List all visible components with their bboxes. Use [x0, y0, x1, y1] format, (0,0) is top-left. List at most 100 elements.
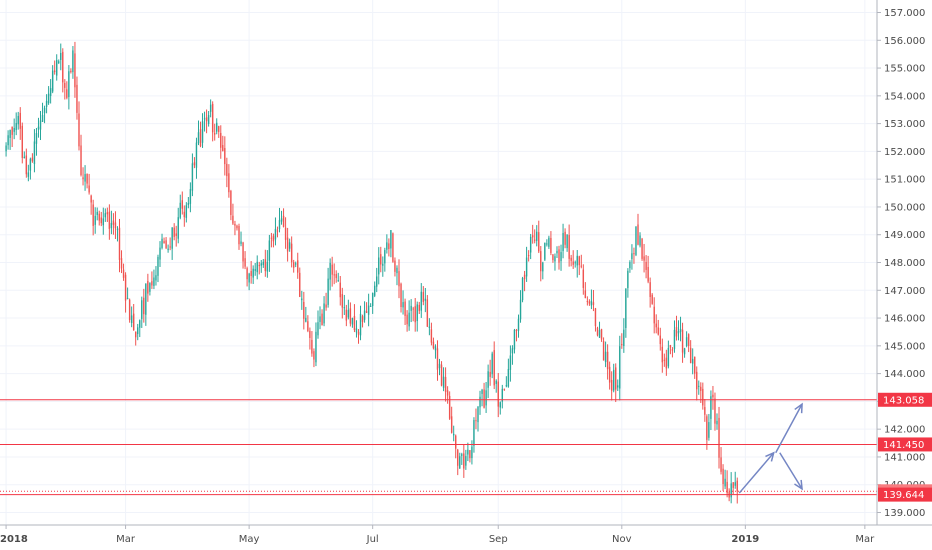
- candle-body: [35, 133, 38, 144]
- candle-body: [491, 353, 493, 375]
- candle-body: [242, 242, 244, 262]
- candle-body: [134, 331, 137, 338]
- candle-body: [76, 84, 78, 113]
- candle-body: [114, 222, 117, 229]
- candle-body: [651, 294, 653, 304]
- candle-body: [378, 257, 380, 275]
- candle-body: [621, 343, 623, 346]
- candle-body: [665, 357, 668, 369]
- y-tick-label: 156.000: [884, 36, 925, 47]
- candle-body: [124, 274, 127, 301]
- candle-body: [396, 267, 398, 274]
- candle-body: [400, 283, 402, 308]
- candle-body: [367, 305, 370, 315]
- candle-body: [698, 385, 700, 387]
- candle-body: [495, 380, 497, 384]
- candle-body: [60, 53, 62, 60]
- candle-body: [357, 331, 360, 335]
- candle-body: [408, 312, 410, 327]
- candle-body: [197, 132, 200, 144]
- candle-body: [343, 307, 346, 309]
- candle-body: [592, 302, 595, 305]
- arrow-head: [765, 451, 775, 462]
- candle-body: [505, 385, 508, 387]
- candle-body: [384, 250, 386, 264]
- candle-body: [132, 313, 135, 331]
- candle-body: [722, 468, 724, 484]
- price-badge-label: 141.450: [883, 440, 924, 451]
- candle-body: [64, 82, 66, 88]
- arrow-head: [794, 402, 803, 414]
- price-badge-label: 139.644: [883, 490, 924, 501]
- candle-body: [319, 316, 321, 322]
- candle-body: [529, 236, 532, 253]
- candle-body: [683, 348, 686, 355]
- candle-body: [687, 334, 690, 347]
- candle-body: [43, 107, 46, 114]
- candle-body: [100, 217, 102, 224]
- candle-body: [586, 301, 589, 303]
- candle-body: [216, 122, 218, 132]
- candle-body: [86, 173, 88, 184]
- candle-body: [297, 260, 299, 273]
- candle-body: [475, 420, 477, 422]
- candle-body: [110, 222, 113, 229]
- candle-body: [151, 281, 153, 286]
- candle-body: [380, 254, 382, 265]
- candle-body: [159, 247, 161, 260]
- candle-body: [13, 128, 15, 132]
- x-axis-panel[interactable]: [0, 525, 932, 550]
- candle-body: [323, 303, 325, 324]
- candle-body: [250, 271, 252, 276]
- y-tick-label: 145.000: [884, 341, 925, 352]
- candle-body: [9, 129, 11, 138]
- candle-body: [448, 395, 451, 419]
- candle-body: [329, 262, 331, 280]
- y-tick-label: 142.000: [884, 425, 925, 436]
- candle-body: [262, 261, 265, 266]
- candle-body: [246, 268, 248, 280]
- candle-body: [96, 211, 98, 215]
- candle-body: [536, 231, 538, 241]
- candle-body: [542, 262, 544, 272]
- candle-body: [181, 200, 183, 209]
- candle-body: [29, 158, 32, 171]
- candle-body: [440, 364, 443, 386]
- candle-body: [49, 88, 52, 97]
- candle-body: [335, 274, 337, 279]
- candle-body: [594, 308, 597, 327]
- candle-body: [199, 129, 202, 147]
- candle-body: [149, 283, 151, 292]
- candle-body: [578, 256, 580, 266]
- y-tick-label: 157.000: [884, 8, 925, 19]
- candle-body: [177, 217, 179, 239]
- candle-body: [527, 255, 530, 257]
- y-tick-label: 154.000: [884, 91, 925, 102]
- candle-body: [157, 256, 159, 276]
- candle-body: [590, 300, 593, 306]
- candle-body: [292, 262, 295, 268]
- candle-body: [637, 224, 639, 245]
- candle-body: [290, 243, 293, 263]
- candle-body: [169, 246, 171, 248]
- candle-body: [515, 329, 518, 332]
- candle-body: [507, 368, 510, 387]
- candle-body: [615, 367, 617, 390]
- candle-body: [280, 218, 283, 222]
- candle-body: [584, 290, 587, 299]
- candle-body: [252, 268, 254, 278]
- candle-body: [126, 297, 129, 299]
- candle-body: [556, 250, 558, 254]
- candle-body: [244, 258, 246, 267]
- candle-body: [523, 274, 526, 280]
- candle-body: [311, 339, 313, 354]
- candle-body: [274, 228, 277, 240]
- candle-body: [463, 453, 465, 469]
- candle-body: [580, 265, 582, 267]
- candle-body: [116, 228, 119, 230]
- arrow-shaft: [775, 403, 803, 454]
- candle-body: [240, 241, 242, 244]
- candle-body: [416, 304, 418, 322]
